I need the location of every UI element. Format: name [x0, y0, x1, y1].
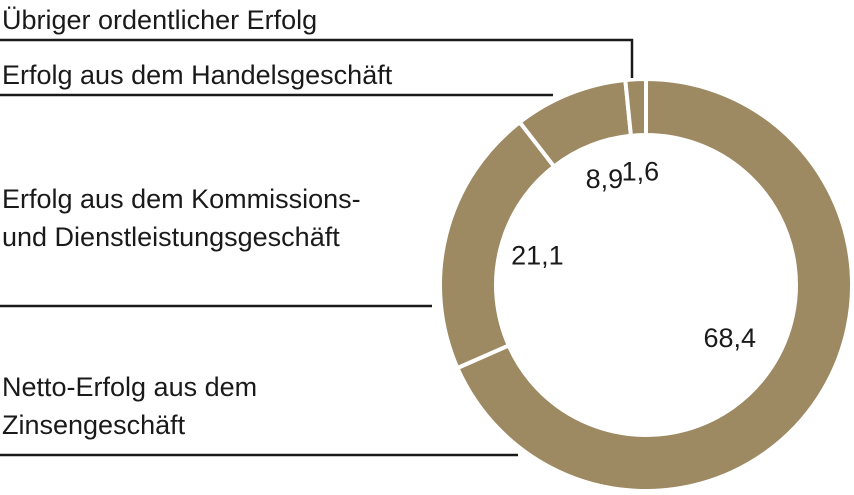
category-label: Übriger ordentlicher Erfolg [2, 5, 318, 35]
category-label: Netto-Erfolg aus dem Zinsengeschäft [2, 372, 258, 440]
category-label: Erfolg aus dem Handelsgeschäft [2, 60, 393, 90]
donut-segment [454, 76, 854, 493]
data-label: 21,1 [511, 241, 564, 271]
donut-segment [623, 76, 648, 138]
data-label: 68,4 [703, 323, 756, 353]
category-label: Erfolg aus dem Kommissions- und Dienstle… [2, 184, 361, 252]
data-label: 1,6 [622, 156, 660, 186]
data-label: 8,9 [586, 164, 624, 194]
leader-line [0, 38, 634, 78]
